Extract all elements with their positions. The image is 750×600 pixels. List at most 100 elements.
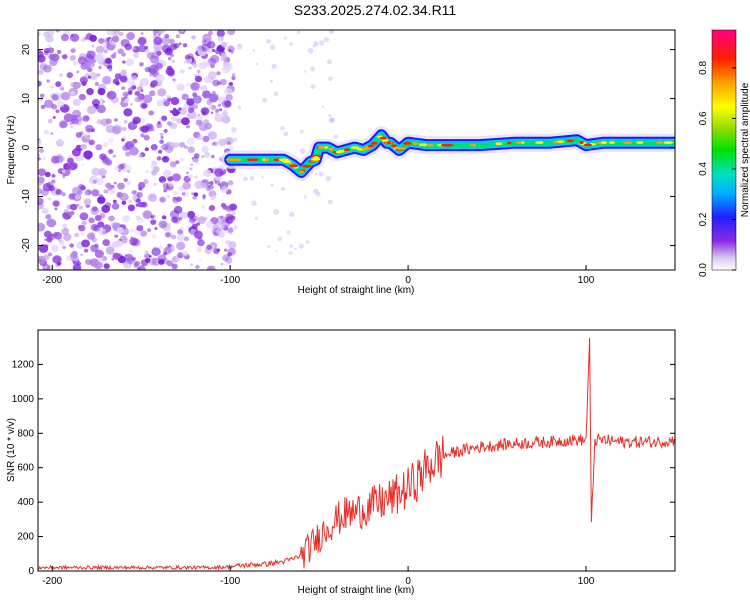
x-tick-label: 0: [405, 576, 411, 587]
noise-speckle: [80, 38, 85, 43]
signal-hotspot: [281, 159, 291, 163]
noise-speckle: [131, 196, 135, 200]
noise-speckle: [220, 215, 224, 219]
noise-speckle: [70, 81, 77, 88]
noise-speckle: [163, 251, 168, 256]
noise-speckle: [102, 239, 110, 246]
noise-speckle: [186, 98, 195, 106]
noise-speckle: [53, 231, 62, 240]
colorbar-tick-label: 0.2: [698, 212, 709, 226]
noise-speckle: [190, 263, 193, 266]
noise-speckle: [229, 203, 238, 211]
noise-speckle: [194, 75, 203, 83]
noise-speckle: [315, 173, 318, 176]
noise-speckle: [161, 36, 171, 45]
noise-speckle: [206, 40, 216, 49]
noise-speckle: [288, 251, 293, 256]
noise-speckle: [70, 90, 76, 96]
noise-speckle: [188, 66, 192, 70]
noise-speckle: [50, 244, 59, 253]
noise-speckle: [333, 134, 338, 139]
noise-speckle: [163, 246, 172, 255]
noise-speckle: [50, 132, 54, 136]
x-tick-label: 100: [578, 576, 595, 587]
noise-speckle: [164, 33, 170, 39]
signal-hotspot: [367, 144, 374, 148]
noise-speckle: [87, 75, 92, 79]
noise-speckle: [87, 67, 93, 73]
noise-speckle: [211, 142, 216, 146]
noise-speckle: [151, 160, 157, 166]
snr-series-line: [38, 337, 675, 571]
noise-speckle: [81, 163, 85, 167]
noise-speckle: [60, 91, 71, 101]
noise-speckle: [261, 176, 264, 179]
noise-speckle: [70, 48, 76, 54]
noise-speckle: [211, 195, 217, 199]
noise-speckle: [128, 199, 133, 204]
noise-speckle: [97, 196, 106, 204]
noise-speckle: [88, 217, 95, 224]
signal-hotspot: [535, 141, 544, 145]
noise-speckle: [153, 182, 158, 186]
noise-speckle: [208, 106, 213, 110]
noise-speckle: [114, 234, 119, 238]
noise-speckle: [44, 50, 49, 56]
noise-speckle: [143, 179, 149, 184]
noise-speckle: [135, 198, 141, 203]
signal-hotspot: [289, 164, 299, 168]
noise-speckle: [108, 67, 113, 72]
noise-speckle: [283, 36, 287, 40]
noise-speckle: [202, 194, 206, 198]
noise-speckle: [202, 90, 211, 99]
noise-speckle: [173, 142, 180, 148]
noise-speckle: [305, 240, 309, 244]
noise-speckle: [313, 188, 319, 194]
noise-speckle: [224, 136, 234, 146]
noise-speckle: [200, 85, 208, 92]
noise-speckle: [111, 241, 120, 248]
noise-speckle: [89, 231, 96, 238]
noise-speckle: [229, 232, 233, 236]
noise-speckle: [111, 202, 120, 210]
noise-speckle: [326, 59, 332, 65]
noise-speckle: [134, 90, 141, 96]
noise-speckle: [97, 87, 106, 96]
colorbar-tick-label: 0.0: [698, 263, 709, 277]
noise-speckle: [319, 40, 325, 46]
noise-speckle: [213, 141, 218, 146]
noise-speckle: [51, 179, 56, 184]
noise-speckle: [149, 73, 153, 77]
signal-hotspot: [440, 143, 451, 147]
noise-speckle: [78, 205, 83, 210]
noise-speckle: [144, 147, 149, 152]
noise-speckle: [171, 216, 179, 223]
noise-speckle: [243, 176, 248, 182]
noise-speckle: [208, 205, 216, 211]
noise-speckle: [52, 200, 60, 207]
noise-speckle: [143, 134, 150, 141]
noise-speckle: [298, 243, 304, 249]
noise-speckle: [124, 254, 128, 257]
noise-speckle: [186, 124, 191, 129]
noise-speckle: [91, 167, 101, 176]
noise-speckle: [135, 203, 140, 207]
noise-speckle: [232, 73, 236, 77]
noise-speckle: [79, 212, 89, 221]
noise-speckle: [38, 153, 41, 157]
noise-speckle: [159, 139, 164, 144]
noise-speckle: [183, 60, 187, 65]
noise-speckle: [195, 119, 203, 126]
noise-speckle: [77, 56, 87, 65]
noise-speckle: [171, 109, 180, 117]
signal-hotspot: [579, 141, 584, 144]
noise-speckle: [209, 93, 219, 103]
noise-speckle: [289, 244, 293, 248]
noise-speckle: [79, 76, 88, 84]
noise-speckle: [50, 85, 54, 89]
noise-speckle: [42, 156, 47, 160]
noise-speckle: [327, 199, 333, 205]
noise-speckle: [59, 86, 65, 91]
noise-speckle: [55, 189, 62, 196]
noise-speckle: [92, 179, 97, 184]
